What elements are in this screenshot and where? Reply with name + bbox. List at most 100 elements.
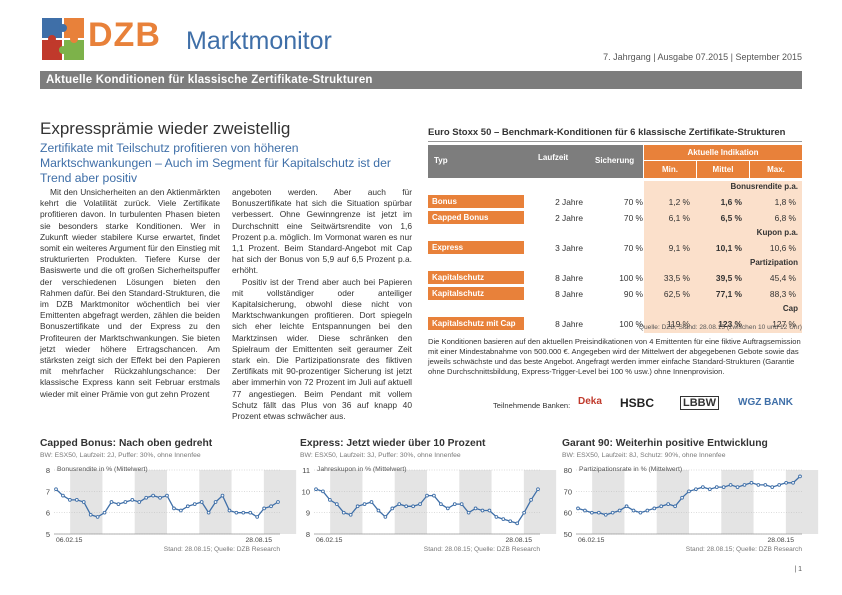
chart-title: Garant 90: Weiterhin positive Entwicklun… [562, 438, 768, 449]
data-point [269, 504, 273, 509]
article-paragraph: Mit den Unsicherheiten an den Aktienmärk… [40, 187, 220, 399]
chart-subtitle: BW: ESX50, Laufzeit: 8J, Schutz: 90%, oh… [562, 452, 726, 459]
data-point [95, 515, 100, 519]
data-point [673, 504, 677, 509]
data-point [185, 504, 190, 509]
y-tick-label: 5 [46, 530, 50, 539]
data-point [603, 512, 608, 517]
data-point [666, 502, 671, 506]
data-point [439, 502, 443, 506]
data-point [487, 508, 492, 513]
divider [428, 141, 802, 142]
section-banner: Aktuelle Konditionen für klassische Zert… [40, 71, 802, 89]
data-point [617, 508, 622, 513]
data-point [631, 508, 636, 513]
data-point [583, 508, 587, 513]
section-shade [644, 181, 802, 227]
data-point [742, 483, 747, 487]
x-tick-label: 06.02.15 [578, 537, 605, 544]
line-chart: 5 6 7 8 Bonusrendite in % (Mittelwert) 06.02.… [46, 466, 297, 544]
data-point [262, 506, 266, 511]
row-max: 6,8 % [774, 213, 796, 223]
data-point [445, 506, 450, 511]
data-point [68, 498, 72, 502]
y-tick-label: 80 [564, 466, 572, 475]
data-point [383, 515, 388, 519]
chart-subtitle: BW: ESX50, Laufzeit: 2J, Puffer: 30%, oh… [40, 452, 201, 459]
data-point [798, 474, 802, 479]
section-shade [644, 227, 802, 257]
table-note: Die Konditionen basieren auf den aktuell… [428, 337, 801, 376]
row-typ: Kapitalschutz mit Cap [428, 317, 524, 330]
conditions-table: Typ Laufzeit Sicherung Aktuelle Indikation M… [428, 145, 802, 333]
row-sicherung: 70 % [623, 213, 643, 223]
row-mittel: 123 % [718, 319, 742, 329]
data-point [109, 500, 114, 504]
header-laufzeit: Laufzeit [538, 153, 569, 162]
banks-label: Teilnehmende Banken: [493, 401, 571, 410]
data-point [328, 498, 332, 502]
chart-title: Capped Bonus: Nach oben gedreht [40, 438, 213, 449]
row-min: 1,2 % [668, 197, 690, 207]
data-point [390, 506, 395, 511]
data-point [721, 485, 726, 489]
logo-name: Marktmonitor [186, 27, 332, 55]
row-sicherung: 90 % [623, 289, 643, 299]
data-point [369, 500, 374, 504]
line-chart: 8 9 10 11 Jahreskupon in % (Mittelwert) 06.02… [302, 466, 557, 544]
data-point [624, 504, 629, 509]
data-point [61, 493, 65, 498]
data-point [770, 485, 775, 489]
chart-title: Express: Jetzt wieder über 10 Prozent [300, 438, 486, 449]
data-point [158, 495, 162, 500]
chart-band [721, 470, 754, 534]
y-tick-label: 9 [306, 509, 310, 518]
data-point [763, 483, 768, 487]
y-axis-label: Partizipationsrate in % (Mittelwert) [579, 466, 682, 473]
chart-band [330, 470, 363, 534]
y-tick-label: 8 [306, 530, 310, 539]
data-point [137, 500, 142, 504]
line-chart: 50 60 70 80 Partizipationsrate in % (Mittelw… [564, 466, 819, 544]
y-tick-label: 60 [564, 509, 572, 518]
data-point [749, 480, 754, 485]
data-point [362, 502, 367, 506]
data-point [473, 506, 478, 511]
data-point [411, 504, 415, 509]
data-point [179, 508, 183, 513]
logo-brand: DZB [88, 16, 161, 54]
data-point [192, 502, 197, 506]
data-point [610, 510, 615, 515]
data-point [680, 495, 684, 500]
data-point [694, 487, 698, 492]
section-label: Partizipation [749, 258, 798, 267]
article-column-1: Mit den Unsicherheiten an den Aktienmärk… [40, 187, 220, 400]
data-point [576, 506, 580, 511]
section-shade [644, 303, 802, 333]
row-sicherung: 70 % [623, 243, 643, 253]
wgz-bank-logo: WGZ BANK [738, 397, 793, 408]
data-point [494, 515, 499, 519]
article-paragraph: Positiv ist der Trend aber auch bei Papi… [232, 276, 412, 422]
row-typ: Capped Bonus [428, 211, 524, 224]
data-point [459, 502, 464, 506]
row-max: 10,6 % [769, 243, 796, 253]
row-min: 62,5 % [663, 289, 690, 299]
data-point [241, 510, 246, 515]
data-point [659, 504, 664, 509]
row-max: 45,4 % [769, 273, 796, 283]
deka-logo: Deka [578, 396, 602, 407]
data-point [348, 512, 353, 517]
row-max: 127 % [772, 319, 796, 329]
row-mittel: 77,1 % [715, 289, 742, 299]
header-mittel: Mittel [697, 161, 749, 178]
x-tick-label: 28.08.15 [506, 537, 533, 544]
data-point [596, 510, 601, 515]
data-point [74, 498, 79, 502]
data-point [102, 510, 107, 515]
row-laufzeit: 8 Jahre [555, 319, 583, 329]
data-point [88, 512, 93, 517]
data-point [130, 498, 135, 502]
data-point [248, 510, 253, 515]
row-min: 119 % [666, 319, 690, 329]
